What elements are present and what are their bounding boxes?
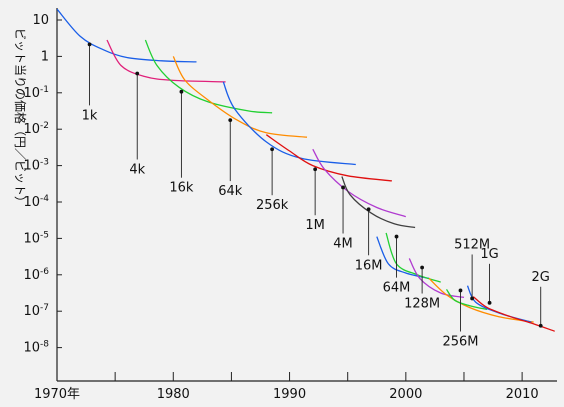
data-point-4M	[341, 185, 345, 190]
series-line-5	[222, 81, 356, 166]
series-line-1	[57, 8, 197, 63]
annotation-label-512M: 512M	[454, 237, 490, 252]
axes: 10 1 10-1 10-2 10-3 10-4 10-5 10-6 10-7 10-8 1970年…	[23, 8, 557, 402]
x-tick-label: 1970年	[34, 387, 80, 402]
data-point-16M	[366, 207, 371, 212]
annotation-label-64k: 64k	[218, 184, 243, 199]
series-line-9	[376, 236, 430, 280]
annotation-label-16M: 16M	[355, 258, 383, 273]
data-point-16k	[179, 89, 184, 94]
y-tick-label: 10-2	[23, 121, 49, 137]
series-line-11	[408, 258, 465, 299]
annotation-label-4M: 4M	[333, 236, 353, 251]
data-point-1M	[313, 167, 318, 172]
y-tick-label: 10-1	[23, 85, 49, 101]
data-point-256k	[270, 147, 275, 152]
series-lines	[57, 8, 555, 332]
y-tick-label: 10-7	[23, 303, 49, 319]
annotation-label-1G: 1G	[480, 247, 498, 262]
y-tick-label: 10-3	[23, 158, 49, 174]
data-point-1k	[87, 42, 92, 47]
series-line-8	[341, 176, 416, 229]
y-axis-label-text: ビット当りの価格（円／ビット）	[13, 28, 28, 208]
series-line-7	[312, 148, 407, 218]
annotation-label-1M: 1M	[305, 218, 325, 233]
annotation-label-256M: 256M	[442, 334, 478, 349]
data-point-128M	[420, 265, 425, 270]
series-line-12	[428, 277, 534, 323]
annotation-label-4k: 4k	[129, 163, 145, 178]
x-tick-label: 1990	[273, 387, 306, 402]
series-line-2	[106, 39, 226, 83]
data-point-1G	[487, 300, 492, 305]
y-axis-label: ビット当りの価格（円／ビット）	[13, 28, 28, 208]
annotation-label-2G: 2G	[532, 270, 550, 285]
y-tick-label: 10-4	[23, 194, 49, 210]
series-line-13	[445, 289, 488, 311]
y-tick-label: 10-5	[23, 230, 49, 246]
x-tick-label: 2000	[389, 387, 422, 402]
x-tick-label: 1980	[157, 387, 190, 402]
series-line-6	[265, 134, 392, 182]
annotation-label-128M: 128M	[404, 297, 440, 312]
series-line-3	[144, 39, 273, 114]
y-tick-label: 10	[32, 13, 49, 28]
annotation-label-1k: 1k	[82, 108, 98, 123]
y-tick-label: 10-8	[23, 340, 49, 356]
annotation-label-256k: 256k	[256, 198, 289, 213]
data-point-64M	[394, 234, 399, 239]
x-tick-label: 2010	[506, 387, 539, 402]
data-point-2G	[538, 323, 543, 328]
series-line-4	[172, 56, 308, 138]
data-point-256M	[458, 288, 463, 293]
data-point-512M	[470, 296, 475, 301]
y-tick-label: 10-6	[23, 267, 49, 283]
annotation-label-64M: 64M	[383, 281, 411, 296]
data-point-4k	[135, 71, 140, 76]
data-point-64k	[228, 118, 233, 122]
annotation-label-16k: 16k	[169, 181, 194, 196]
y-tick-label: 1	[41, 49, 49, 64]
